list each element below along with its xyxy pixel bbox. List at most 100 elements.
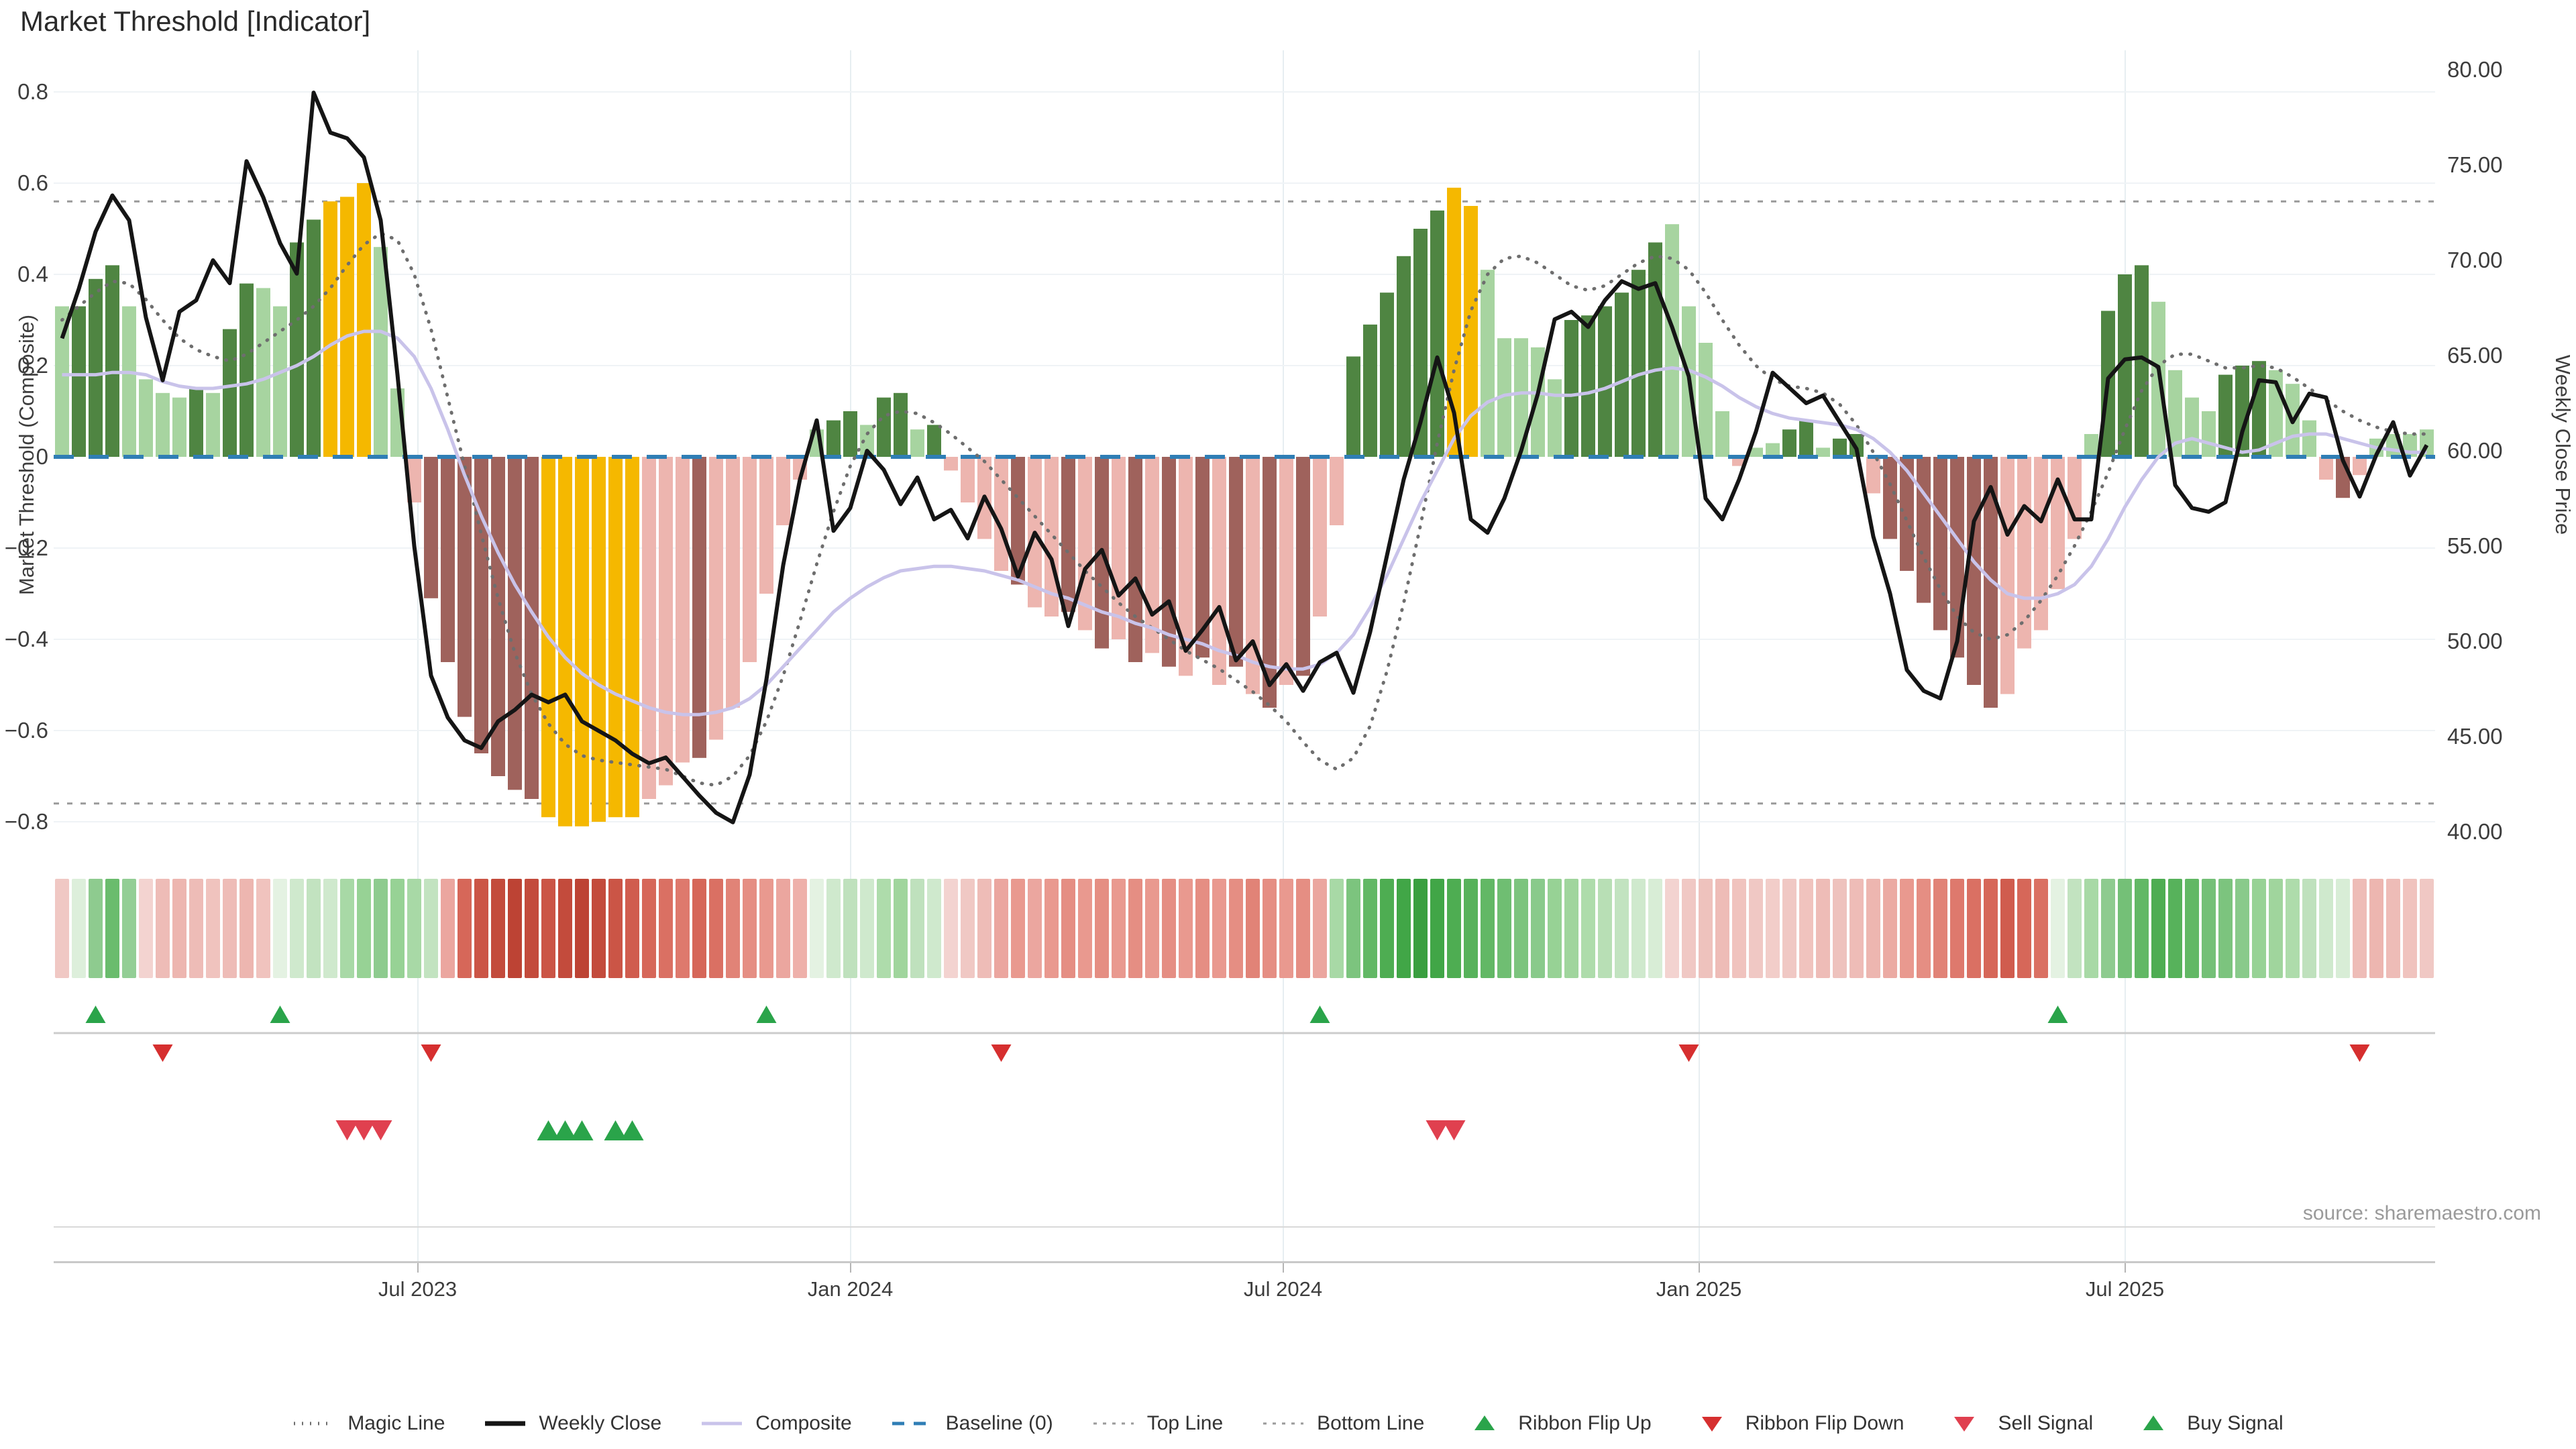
- ribbon-week-cell: [424, 879, 438, 978]
- composite-bar: [2051, 457, 2065, 590]
- composite-bar: [156, 392, 170, 457]
- legend-item[interactable]: Bottom Line: [1262, 1411, 1424, 1436]
- dotted-line-icon: [1263, 1422, 1304, 1425]
- composite-bar: [307, 219, 321, 457]
- composite-bar: [642, 457, 656, 799]
- composite-bar: [575, 457, 589, 826]
- month-gridline: [2124, 50, 2126, 1261]
- composite-bar: [458, 457, 472, 717]
- composite-bar: [1145, 457, 1159, 653]
- ribbon-week-cell: [1548, 879, 1562, 978]
- ribbon-week-cell: [1883, 879, 1897, 978]
- x-axis-tick: [849, 1263, 851, 1273]
- ribbon-week-cell: [2017, 879, 2031, 978]
- legend-item[interactable]: Baseline (0): [891, 1411, 1053, 1436]
- ribbon-week-cell: [1028, 879, 1042, 978]
- composite-line-icon: [702, 1421, 743, 1426]
- ribbon-week-cell: [1380, 879, 1394, 978]
- composite-bar: [1917, 457, 1931, 603]
- ribbon-week-cell: [1900, 879, 1914, 978]
- legend-item[interactable]: Ribbon Flip Down: [1690, 1411, 1904, 1436]
- ribbon-week-cell: [759, 879, 773, 978]
- ribbon-week-cell: [1397, 879, 1411, 978]
- ribbon-week-cell: [927, 879, 941, 978]
- composite-bar: [1179, 457, 1193, 676]
- ribbon-week-cell: [1849, 879, 1864, 978]
- legend-item[interactable]: Composite: [700, 1411, 852, 1436]
- ribbon-week-cell: [1950, 879, 1964, 978]
- dotted-line-icon: [1093, 1422, 1134, 1425]
- composite-bar: [1430, 210, 1444, 457]
- composite-bar: [105, 265, 119, 457]
- left-axis-tick-label: −0.8: [4, 809, 48, 834]
- legend-item[interactable]: Weekly Close: [484, 1411, 661, 1436]
- ribbon-week-cell: [1229, 879, 1243, 978]
- ribbon-week-cell: [156, 879, 170, 978]
- ribbon-week-cell: [307, 879, 321, 978]
- ribbon-week-cell: [2420, 879, 2434, 978]
- sell-signal-icon: [1954, 1417, 1975, 1432]
- composite-bar: [474, 457, 488, 753]
- composite-bar: [927, 425, 941, 457]
- composite-bar: [2202, 411, 2216, 457]
- ribbon-week-cell: [1699, 879, 1713, 978]
- legend-item[interactable]: Ribbon Flip Up: [1463, 1411, 1652, 1436]
- ribbon-week-cell: [1179, 879, 1193, 978]
- ribbon-week-cell: [541, 879, 555, 978]
- ribbon-week-cell: [2235, 879, 2249, 978]
- ribbon-week-cell: [1615, 879, 1629, 978]
- composite-bar: [89, 278, 103, 457]
- ribbon-week-cell: [525, 879, 539, 978]
- composite-bar: [625, 457, 639, 818]
- composite-bar: [1631, 270, 1646, 457]
- ribbon-week-cell: [2386, 879, 2400, 978]
- composite-bar: [726, 457, 740, 708]
- composite-bar: [1833, 438, 1847, 457]
- composite-bar: [776, 457, 790, 525]
- legend-item[interactable]: Buy Signal: [2132, 1411, 2284, 1436]
- ribbon-week-cell: [1531, 879, 1545, 978]
- legend-item-label: Magic Line: [347, 1412, 445, 1434]
- composite-price-chart: [54, 91, 2435, 826]
- ribbon-week-cell: [1631, 879, 1646, 978]
- x-axis-tick: [417, 1263, 419, 1273]
- legend-item[interactable]: Sell Signal: [1943, 1411, 2093, 1436]
- composite-bar: [692, 457, 706, 758]
- right-axis-tick-label: 50.00: [2447, 629, 2503, 653]
- ribbon-week-cell: [1095, 879, 1109, 978]
- legend-item[interactable]: Top Line: [1092, 1411, 1223, 1436]
- composite-bar: [1330, 457, 1344, 525]
- composite-bar: [1497, 338, 1511, 457]
- right-axis-tick-label: 75.00: [2447, 152, 2503, 177]
- composite-bar: [1246, 457, 1260, 694]
- left-axis-tick-label: 0.2: [17, 353, 48, 378]
- ribbon-week-cell: [1145, 879, 1159, 978]
- composite-bar: [1766, 443, 1780, 457]
- ribbon-flip-down-icon: [1701, 1417, 1722, 1432]
- ribbon-week-cell: [2118, 879, 2132, 978]
- ribbon-week-cell: [1162, 879, 1176, 978]
- ribbon-week-cell: [910, 879, 924, 978]
- ribbon-week-cell: [1464, 879, 1478, 978]
- composite-bar: [2235, 366, 2249, 457]
- composite-bar: [1883, 457, 1897, 539]
- composite-bar: [961, 457, 975, 502]
- ribbon-week-cell: [860, 879, 874, 978]
- page-title: Market Threshold [Indicator]: [20, 5, 371, 37]
- weekly-close-line: [60, 91, 2429, 824]
- composite-bar: [1799, 420, 1813, 457]
- composite-bar: [592, 457, 606, 822]
- composite-bar: [1061, 457, 1075, 612]
- ribbon-week-cell: [608, 879, 623, 978]
- composite-bar: [1564, 320, 1578, 457]
- composite-bar: [172, 397, 186, 457]
- composite-bar: [1665, 224, 1679, 457]
- ribbon-week-cell: [676, 879, 690, 978]
- legend-item[interactable]: Magic Line: [292, 1411, 445, 1436]
- ribbon-week-cell: [1413, 879, 1428, 978]
- magic-line: [60, 231, 2428, 788]
- x-axis-tick: [2124, 1263, 2126, 1273]
- ribbon-week-cell: [558, 879, 572, 978]
- composite-bar: [894, 392, 908, 457]
- composite-bar: [608, 457, 623, 818]
